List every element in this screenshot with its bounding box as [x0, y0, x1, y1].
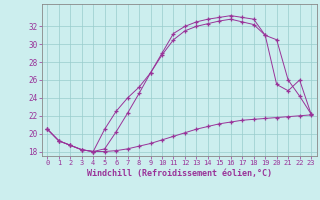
- X-axis label: Windchill (Refroidissement éolien,°C): Windchill (Refroidissement éolien,°C): [87, 169, 272, 178]
